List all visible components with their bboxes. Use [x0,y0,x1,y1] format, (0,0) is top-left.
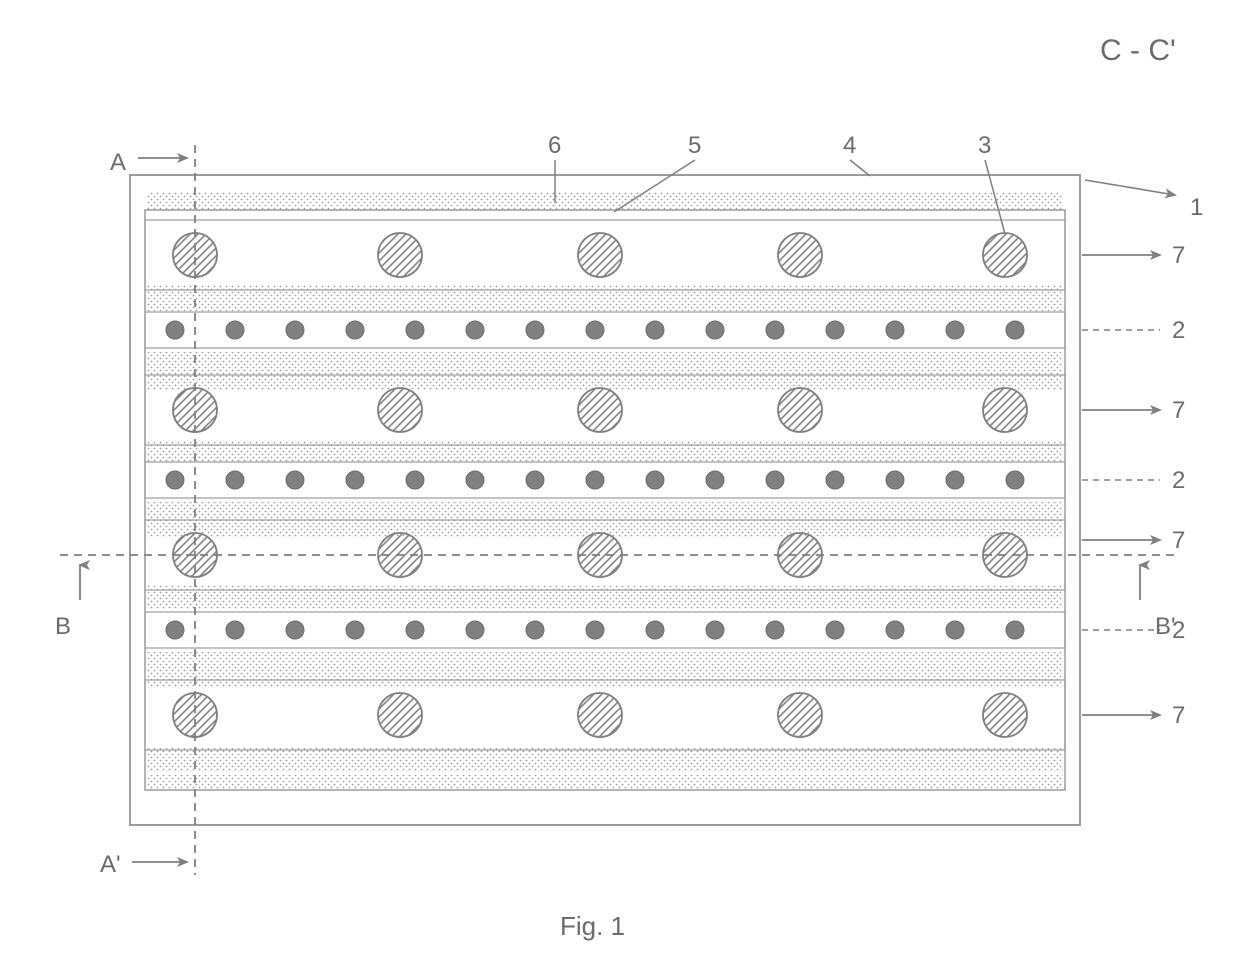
small-dot [766,321,784,339]
small-dot [466,621,484,639]
small-dot [886,471,904,489]
small-dot [346,621,364,639]
callout-label-3: 3 [978,132,991,159]
small-dot [946,321,964,339]
section-label-a-prime: A' [100,851,121,878]
small-dot [826,321,844,339]
stipple-band-1 [147,285,1063,311]
large-hatched-circle [983,388,1027,432]
canvas-bg [0,0,1240,964]
small-dot [646,321,664,339]
callout-label-7-4: 7 [1172,527,1185,554]
small-dot [586,471,604,489]
large-hatched-circle [778,388,822,432]
large-hatched-circle [778,233,822,277]
small-dot [166,621,184,639]
small-dot [406,471,424,489]
small-dot [406,321,424,339]
small-dot [646,621,664,639]
section-label-a: A [110,149,126,176]
large-hatched-circle [378,693,422,737]
stipple-band-7 [147,748,1063,772]
figure-caption: Fig. 1 [560,911,625,941]
large-hatched-circle [983,233,1027,277]
small-dot [466,321,484,339]
callout-label-7-6: 7 [1172,702,1185,729]
small-dot [346,321,364,339]
small-dot [286,621,304,639]
callout-label-6: 6 [548,132,561,159]
section-title: C - C' [1100,34,1176,67]
large-hatched-circle [983,693,1027,737]
small-dot [826,621,844,639]
small-dot [766,621,784,639]
callout-label-2-5: 2 [1172,617,1185,644]
callout-label-7-0: 7 [1172,242,1185,269]
small-dot [706,471,724,489]
large-hatched-circle [378,233,422,277]
large-hatched-circle [378,388,422,432]
section-label-b: B [55,613,71,640]
small-dot [226,321,244,339]
small-dot [586,321,604,339]
large-hatched-circle [173,693,217,737]
large-hatched-circle [778,693,822,737]
small-dot [706,621,724,639]
small-dot [526,621,544,639]
small-dot [586,621,604,639]
small-dot [466,471,484,489]
small-dot [1006,621,1024,639]
small-dot [286,321,304,339]
small-dot [166,321,184,339]
small-dot [766,471,784,489]
stipple-band-8 [147,775,1063,789]
small-dot [946,471,964,489]
large-hatched-circle [778,533,822,577]
callout-label-2-3: 2 [1172,467,1185,494]
large-hatched-circle [578,388,622,432]
large-hatched-circle [578,233,622,277]
small-dot [706,321,724,339]
small-dot [526,321,544,339]
small-dot [826,471,844,489]
small-dot [886,621,904,639]
small-dot [1006,471,1024,489]
small-dot [166,471,184,489]
callout-label-2-1: 2 [1172,317,1185,344]
small-dot [406,621,424,639]
small-dot [646,471,664,489]
small-dot [226,621,244,639]
small-dot [946,621,964,639]
large-hatched-circle [173,233,217,277]
stipple-band-6 [147,652,1063,688]
stipple-band-5 [147,585,1063,609]
stipple-band-0 [147,192,1063,210]
callout-label-7-2: 7 [1172,397,1185,424]
small-dot [886,321,904,339]
large-hatched-circle [578,693,622,737]
stipple-band-2 [147,352,1063,390]
small-dot [1006,321,1024,339]
callout-label-5: 5 [688,132,701,159]
callout-label-1: 1 [1190,194,1203,221]
small-dot [526,471,544,489]
figure-svg: C - C'Fig. 1AA'BB'654317272727 [0,0,1240,964]
small-dot [346,471,364,489]
small-dot [226,471,244,489]
stipple-band-3 [147,440,1063,462]
small-dot [286,471,304,489]
callout-label-4: 4 [843,132,856,159]
